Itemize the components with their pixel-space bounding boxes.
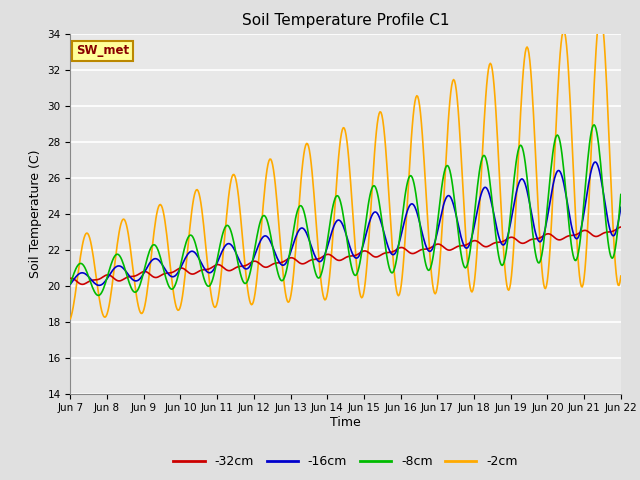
- X-axis label: Time: Time: [330, 416, 361, 429]
- Y-axis label: Soil Temperature (C): Soil Temperature (C): [29, 149, 42, 278]
- Legend: -32cm, -16cm, -8cm, -2cm: -32cm, -16cm, -8cm, -2cm: [168, 450, 523, 473]
- Title: Soil Temperature Profile C1: Soil Temperature Profile C1: [242, 13, 449, 28]
- Text: SW_met: SW_met: [76, 44, 129, 58]
